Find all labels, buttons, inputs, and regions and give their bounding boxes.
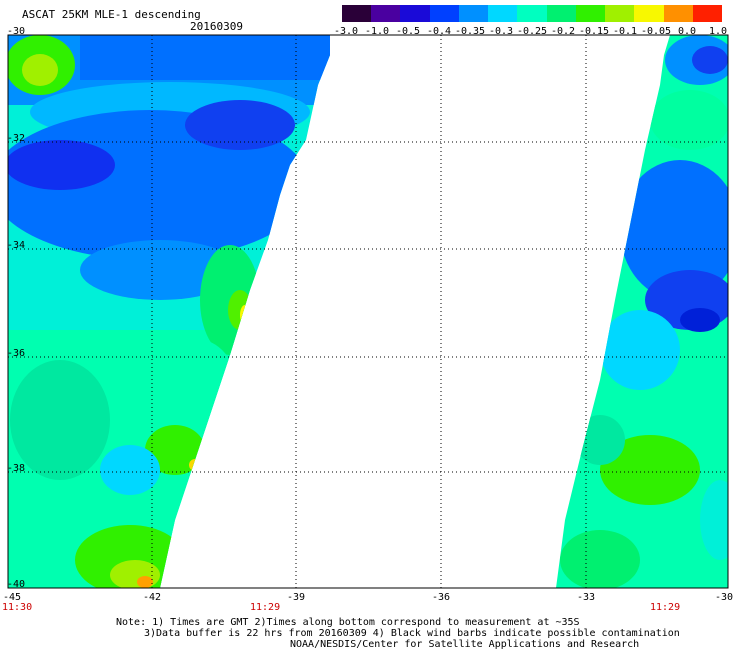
colorbar-label: -0.5 xyxy=(395,26,421,37)
note-line-3: NOAA/NESDIS/Center for Satellite Applica… xyxy=(290,639,640,650)
lon-label: -39 xyxy=(286,592,306,603)
colorbar-label: 0.0 xyxy=(677,26,697,37)
colorbar-segment xyxy=(458,5,489,22)
colorbar-label: -0.15 xyxy=(578,26,610,37)
colorbar-label: -0.4 xyxy=(426,26,452,37)
colorbar-segment xyxy=(517,5,548,22)
colorbar-segment xyxy=(488,5,518,22)
lat-label: -36 xyxy=(7,348,26,359)
colorbar-label: -3.0 xyxy=(333,26,359,37)
product-date: 20160309 xyxy=(190,20,243,33)
colorbar-segment xyxy=(605,5,635,22)
lon-label: -42 xyxy=(142,592,162,603)
lat-label: -30 xyxy=(7,26,26,37)
note-line-2: 3)Data buffer is 22 hrs from 20160309 4)… xyxy=(144,628,680,639)
colorbar-label: -0.3 xyxy=(488,26,514,37)
colorbar-segment xyxy=(663,5,694,22)
colorbar-segment xyxy=(429,5,460,22)
left-swath xyxy=(8,35,330,588)
product-title: ASCAT 25KM MLE-1 descending xyxy=(22,8,201,21)
colorbar-label: -0.05 xyxy=(640,26,672,37)
lon-label: -45 xyxy=(2,592,22,603)
colorbar-label: 1.0 xyxy=(708,26,728,37)
colorbar-label: -0.35 xyxy=(454,26,486,37)
colorbar-segment xyxy=(692,5,723,22)
colorbar-label: -0.1 xyxy=(612,26,638,37)
colorbar-label: -0.25 xyxy=(516,26,548,37)
lat-label: -32 xyxy=(7,133,26,144)
lat-lon-grid xyxy=(8,34,728,588)
colorbar-segment xyxy=(400,5,431,22)
lat-label: -38 xyxy=(7,463,26,474)
lat-label: -40 xyxy=(7,579,26,590)
colorbar-label: -0.2 xyxy=(550,26,576,37)
colorbar-segment xyxy=(342,5,372,22)
right-swath xyxy=(556,35,728,588)
colorbar-segment xyxy=(634,5,665,22)
colorbar-segment xyxy=(371,5,401,22)
colorbar-label: -1.0 xyxy=(364,26,390,37)
colorbar-segment xyxy=(575,5,606,22)
lat-label: -34 xyxy=(7,240,26,251)
time-left-start: 11:30 xyxy=(2,602,33,613)
lon-label: -36 xyxy=(431,592,451,603)
time-left-mid: 11:29 xyxy=(250,602,281,613)
map-frame xyxy=(7,34,729,589)
colorbar-segment xyxy=(546,5,577,22)
lon-label: -30 xyxy=(714,592,734,603)
time-right-mid: 11:29 xyxy=(650,602,681,613)
lon-label: -33 xyxy=(576,592,596,603)
note-line-1: Note: 1) Times are GMT 2)Times along bot… xyxy=(116,617,580,628)
